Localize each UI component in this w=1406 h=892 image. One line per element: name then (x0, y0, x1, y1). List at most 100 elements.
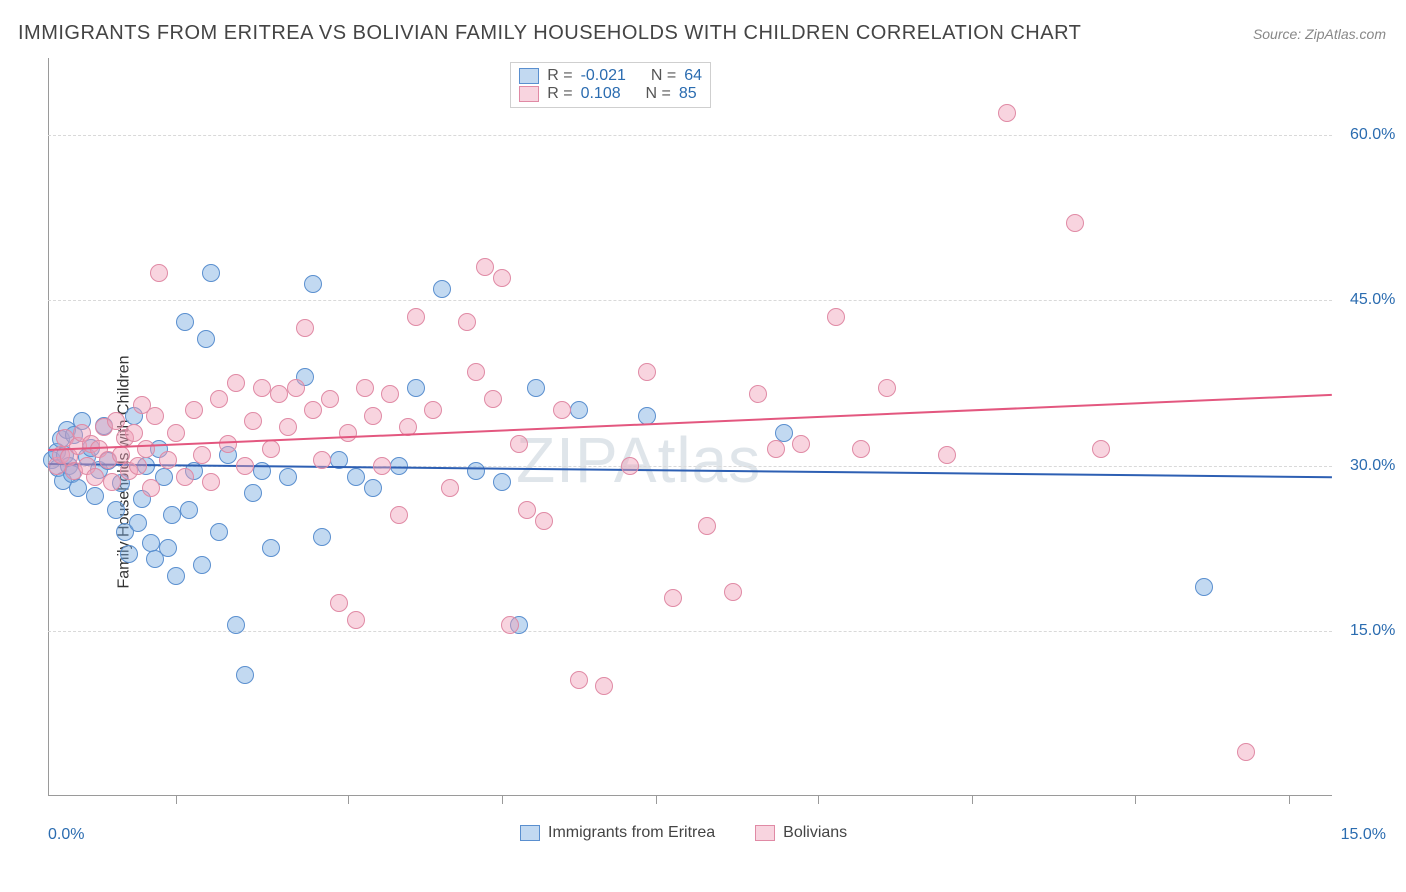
chart-source: Source: ZipAtlas.com (1253, 26, 1386, 42)
legend-n-label: N = (651, 67, 676, 85)
data-point (313, 451, 331, 469)
data-point (638, 363, 656, 381)
data-point (142, 534, 160, 552)
data-point (852, 440, 870, 458)
data-point (120, 545, 138, 563)
x-axis-max-label: 15.0% (1341, 826, 1386, 844)
data-point (364, 479, 382, 497)
data-point (527, 379, 545, 397)
data-point (441, 479, 459, 497)
x-tick (972, 796, 973, 804)
data-point (347, 468, 365, 486)
data-point (159, 539, 177, 557)
data-point (553, 401, 571, 419)
data-point (493, 473, 511, 491)
data-point (86, 487, 104, 505)
data-point (150, 264, 168, 282)
legend-swatch (519, 68, 539, 84)
data-point (304, 401, 322, 419)
data-point (510, 435, 528, 453)
data-point (390, 506, 408, 524)
legend-swatch (755, 825, 775, 841)
data-point (262, 539, 280, 557)
data-point (1195, 578, 1213, 596)
data-point (107, 412, 125, 430)
data-point (163, 506, 181, 524)
data-point (535, 512, 553, 530)
data-point (1066, 214, 1084, 232)
data-point (356, 379, 374, 397)
data-point (878, 379, 896, 397)
data-point (570, 401, 588, 419)
data-point (296, 319, 314, 337)
y-tick-label: 30.0% (1350, 457, 1395, 475)
data-point (621, 457, 639, 475)
plot-box: ZIPAtlas 60.0%45.0%30.0%15.0%R = -0.021 … (48, 58, 1332, 796)
data-point (724, 583, 742, 601)
y-tick-label: 60.0% (1350, 126, 1395, 144)
data-point (570, 671, 588, 689)
legend-n-value: 64 (684, 67, 702, 85)
legend-swatch (519, 86, 539, 102)
legend-row: R = -0.021 N = 64 (519, 67, 702, 85)
data-point (185, 401, 203, 419)
data-point (176, 468, 194, 486)
legend-swatch (520, 825, 540, 841)
trend-line (48, 394, 1332, 451)
data-point (381, 385, 399, 403)
data-point (244, 484, 262, 502)
data-point (1237, 743, 1255, 761)
data-point (103, 473, 121, 491)
data-point (938, 446, 956, 464)
data-point (167, 424, 185, 442)
data-point (433, 280, 451, 298)
data-point (467, 363, 485, 381)
data-point (347, 611, 365, 629)
data-point (227, 374, 245, 392)
data-point (998, 104, 1016, 122)
legend-item: Immigrants from Eritrea (520, 824, 715, 842)
legend-r-value: 0.108 (581, 85, 621, 103)
data-point (129, 457, 147, 475)
y-tick-label: 45.0% (1350, 291, 1395, 309)
data-point (390, 457, 408, 475)
x-tick (1289, 796, 1290, 804)
data-point (176, 313, 194, 331)
data-point (698, 517, 716, 535)
legend-item: Bolivians (755, 824, 847, 842)
data-point (193, 556, 211, 574)
data-point (424, 401, 442, 419)
chart-area: Family Households with Children ZIPAtlas… (0, 52, 1406, 892)
legend-r-label: R = (547, 67, 572, 85)
data-point (112, 446, 130, 464)
data-point (407, 308, 425, 326)
watermark: ZIPAtlas (516, 423, 761, 497)
data-point (313, 528, 331, 546)
data-point (137, 440, 155, 458)
data-point (373, 457, 391, 475)
gridline (48, 135, 1332, 136)
data-point (167, 567, 185, 585)
data-point (125, 424, 143, 442)
data-point (364, 407, 382, 425)
x-tick (1135, 796, 1136, 804)
data-point (775, 424, 793, 442)
data-point (227, 616, 245, 634)
data-point (664, 589, 682, 607)
data-point (493, 269, 511, 287)
data-point (193, 446, 211, 464)
data-point (146, 407, 164, 425)
data-point (210, 523, 228, 541)
data-point (476, 258, 494, 276)
legend-n-label: N = (646, 85, 671, 103)
data-point (86, 468, 104, 486)
data-point (749, 385, 767, 403)
data-point (287, 379, 305, 397)
y-axis-line (48, 58, 49, 796)
data-point (202, 264, 220, 282)
data-point (262, 440, 280, 458)
data-point (501, 616, 519, 634)
x-axis-min-label: 0.0% (48, 826, 84, 844)
x-tick (176, 796, 177, 804)
legend-label: Bolivians (783, 824, 847, 842)
